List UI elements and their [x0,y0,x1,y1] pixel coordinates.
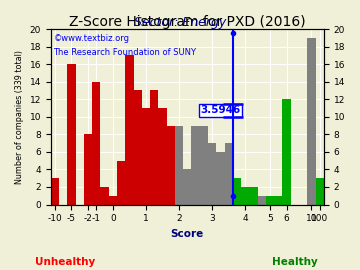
Bar [315,178,324,204]
Bar [225,143,233,204]
Bar [183,169,192,204]
Bar [142,108,150,204]
Bar [282,99,291,204]
Text: Unhealthy: Unhealthy [35,256,95,266]
Bar [134,90,142,204]
Bar [233,178,241,204]
Bar [158,108,167,204]
Bar [249,187,258,204]
Y-axis label: Number of companies (339 total): Number of companies (339 total) [15,50,24,184]
Bar [216,152,225,204]
Bar [92,82,100,204]
Bar [241,187,249,204]
Bar [150,90,158,204]
Bar [208,143,216,204]
Bar [175,126,183,204]
Bar [274,196,282,204]
Bar [258,196,266,204]
Bar [51,178,59,204]
Text: ©www.textbiz.org: ©www.textbiz.org [54,34,130,43]
Title: Z-Score Histogram for PXD (2016): Z-Score Histogram for PXD (2016) [69,15,306,29]
Text: Sector: Energy: Sector: Energy [134,16,226,29]
Bar [67,64,76,204]
Bar [100,187,109,204]
Bar [117,161,125,204]
Text: Healthy: Healthy [272,256,318,266]
Bar [200,126,208,204]
Bar [167,126,175,204]
Bar [192,126,200,204]
Bar [109,196,117,204]
X-axis label: Score: Score [171,229,204,239]
Text: 3.5946: 3.5946 [200,105,240,115]
Text: The Research Foundation of SUNY: The Research Foundation of SUNY [54,48,197,57]
Bar [307,38,315,204]
Bar [84,134,92,204]
Bar [125,55,134,204]
Bar [266,196,274,204]
